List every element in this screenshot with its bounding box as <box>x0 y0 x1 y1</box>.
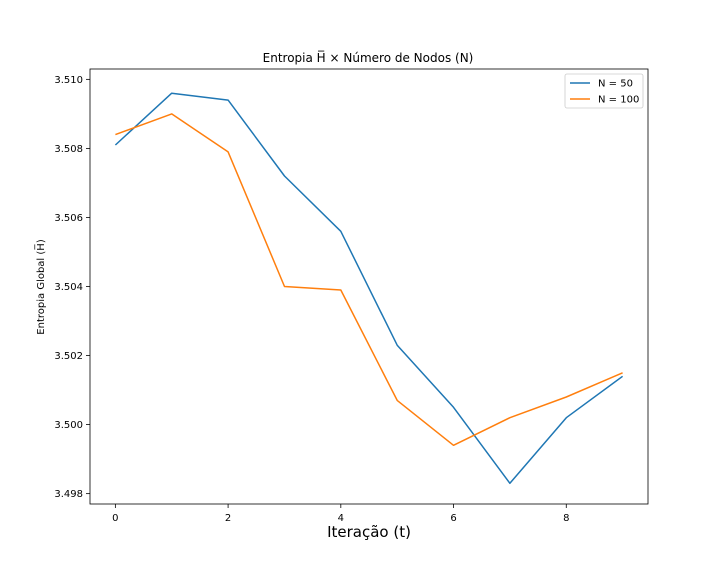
x-tick-label: 2 <box>225 513 231 524</box>
y-tick-label: 3.510 <box>54 75 83 86</box>
x-tick-label: 4 <box>338 513 344 524</box>
x-axis-label: Iteração (t) <box>327 523 411 541</box>
x-tick-label: 0 <box>112 513 118 524</box>
x-tick-label: 6 <box>450 513 456 524</box>
legend-label-1: N = 50 <box>598 79 633 90</box>
y-tick-label: 3.502 <box>54 351 83 362</box>
y-tick-label: 3.498 <box>54 489 83 500</box>
series-line-1 <box>114 92 624 485</box>
x-axis-ticks: 0 2 4 6 8 <box>112 504 569 524</box>
series-lines <box>114 92 624 485</box>
chart-title: Entropia H̅ × Número de Nodos (N) <box>263 50 474 65</box>
y-tick-label: 3.508 <box>54 144 83 155</box>
y-tick-label: 3.506 <box>54 213 83 224</box>
y-tick-label: 3.500 <box>54 420 83 431</box>
y-axis-ticks: 3.498 3.500 3.502 3.504 3.506 3.508 3.510 <box>54 75 90 500</box>
legend: N = 50 N = 100 <box>564 73 644 109</box>
y-tick-label: 3.504 <box>54 282 83 293</box>
y-axis-label: Entropia Global (H̅) <box>34 239 47 335</box>
legend-label-2: N = 100 <box>598 95 639 106</box>
x-tick-label: 8 <box>563 513 569 524</box>
plot-frame <box>89 68 649 505</box>
series-line-2 <box>115 113 623 447</box>
